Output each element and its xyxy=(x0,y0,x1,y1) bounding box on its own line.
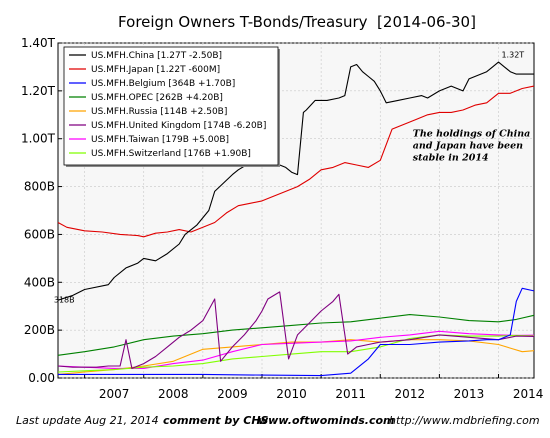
x-tick-label: 2012 xyxy=(395,387,426,401)
x-axis-ticks: 2007 2008 2009 2010 2011 2012 2013 2014 xyxy=(84,374,544,401)
series-line xyxy=(57,291,535,369)
legend-label: US.MFH.Taiwan [179B +5.00B] xyxy=(91,135,229,145)
x-tick-label: 2014 xyxy=(513,387,544,401)
legend-label: US.MFH.Japan [1.22T -600M] xyxy=(91,65,220,75)
legend-label: US.MFH.Russia [114B +2.50B] xyxy=(91,107,227,117)
annotation: The holdings of China xyxy=(413,128,531,139)
annotation: 318B xyxy=(54,296,75,305)
y-tick-label: 400B xyxy=(24,275,55,289)
legend: US.MFH.China [1.27T -2.50B] US.MFH.Japan … xyxy=(63,46,280,167)
x-tick-label: 2008 xyxy=(158,387,189,401)
legend-label: US.MFH.Switzerland [176B +1.90B] xyxy=(91,149,251,159)
legend-label: US.MFH.OPEC [262B +4.20B] xyxy=(91,93,223,103)
y-tick-label: 800B xyxy=(24,180,55,194)
series-lines xyxy=(57,61,535,377)
series-line xyxy=(57,334,535,373)
footer-comment: comment by CHS xyxy=(163,414,269,427)
legend-box xyxy=(63,46,279,166)
series-line xyxy=(57,314,535,356)
y-tick-label: 1.20T xyxy=(21,84,56,98)
footer-site-mdbriefing: http://www.mdbriefing.com xyxy=(389,414,540,427)
y-tick-label: 1.00T xyxy=(21,132,56,146)
y-tick-label: 200B xyxy=(24,323,55,337)
legend-label: US.MFH.United Kingdom [174B -6.20B] xyxy=(91,121,266,131)
x-tick-label: 2009 xyxy=(217,387,248,401)
series-line xyxy=(57,85,535,238)
x-tick-label: 2010 xyxy=(276,387,307,401)
y-tick-label: 0.00 xyxy=(28,371,55,385)
annotation: 1.32T xyxy=(501,50,524,59)
legend-label: US.MFH.China [1.27T -2.50B] xyxy=(91,51,222,61)
y-tick-label: 600B xyxy=(24,227,55,241)
annotation: stable in 2014 xyxy=(413,152,489,163)
x-tick-label: 2011 xyxy=(335,387,366,401)
footer-last-update: Last update Aug 21, 2014 xyxy=(16,414,159,427)
series-line xyxy=(57,330,535,369)
annotation: and Japan have been xyxy=(413,140,523,151)
grid xyxy=(58,42,534,379)
legend-label: US.MFH.Belgium [364B +1.70B] xyxy=(91,79,235,89)
footer-site-oftwominds: www.oftwominds.com xyxy=(258,414,395,427)
chart-title: Foreign Owners T-Bonds/Treasury [2014-06… xyxy=(118,13,476,31)
series-line xyxy=(57,61,534,301)
x-tick-label: 2007 xyxy=(99,387,130,401)
x-tick-label: 2013 xyxy=(454,387,485,401)
series-line xyxy=(58,287,535,377)
y-tick-label: 1.40T xyxy=(21,36,56,50)
y-axis-ticks: 0.00 200B 400B 600B 800B 1.00T 1.20T 1.40T xyxy=(21,36,62,385)
